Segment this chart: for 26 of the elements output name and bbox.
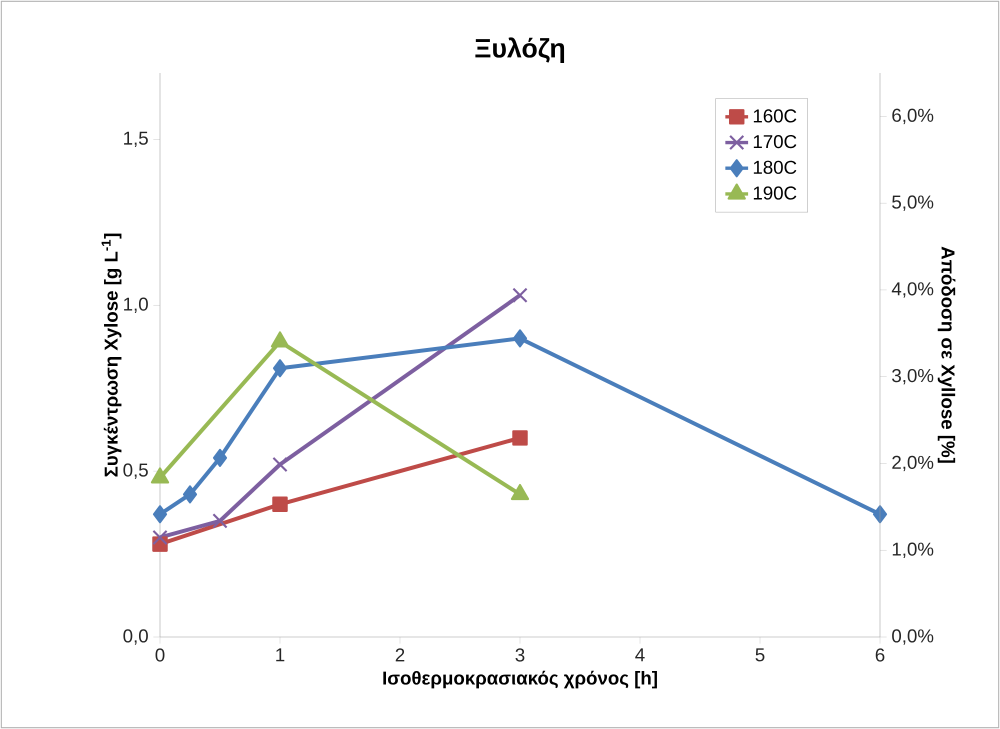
y-axis-title: Συγκέντρωση Xylose [g L$^{-1}$] [102, 234, 122, 477]
x-tick-label: 2 [396, 648, 404, 662]
y-tick-label: 1,5 [124, 132, 148, 147]
y2-tick-label: 5,0% [892, 195, 934, 211]
x-tick-label: 5 [756, 648, 764, 662]
chart-title: Ξυλόζη [475, 37, 564, 63]
y-tick-label: 1,0 [124, 298, 148, 313]
y2-tick-label: 2,0% [892, 456, 934, 472]
y-tick-label: 0,5 [123, 463, 148, 479]
legend-label: 170C [754, 134, 796, 148]
x-tick-label: 1 [276, 648, 284, 662]
y2-tick-label: 3,0% [892, 368, 934, 384]
y2-axis-title: Απόδοση σε Xyllose [%] [938, 246, 956, 463]
x-tick-label: 6 [876, 648, 884, 662]
x-tick-label: 4 [635, 648, 645, 662]
y2-tick-label: 6,0% [892, 108, 934, 124]
x-axis-title: Ισοθερμοκρασιακός χρόνος [h] [383, 670, 657, 688]
legend-label: 190C [754, 186, 796, 200]
y2-tick-label: 1,0% [892, 542, 934, 558]
y2-tick-label: 0,0% [892, 629, 934, 645]
legend-label: 160C [754, 109, 796, 123]
y-tick-label: 0,0 [123, 629, 148, 645]
x-tick-label: 3 [516, 648, 524, 662]
y2-tick-label: 4,0% [892, 282, 934, 298]
legend-label: 180C [754, 160, 796, 174]
x-tick-label: 0 [156, 648, 164, 662]
